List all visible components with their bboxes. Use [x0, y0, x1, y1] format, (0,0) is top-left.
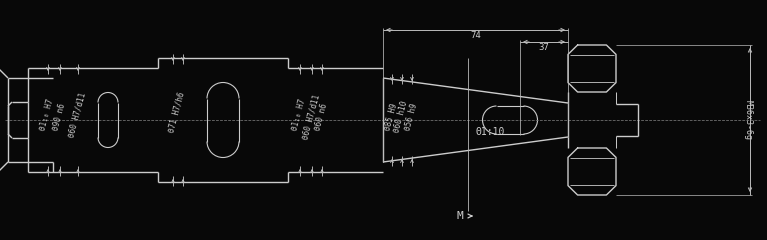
Text: Θ56 h9: Θ56 h9: [403, 102, 419, 132]
Text: Θ1₁₀ H7: Θ1₁₀ H7: [38, 98, 55, 132]
Text: 74: 74: [470, 30, 481, 40]
Text: Θ85 H9: Θ85 H9: [383, 102, 399, 132]
Text: Θ71 H7/h6: Θ71 H7/h6: [166, 91, 186, 133]
Text: Θ60 H7/d11: Θ60 H7/d11: [301, 94, 321, 140]
Text: Θ60 h10: Θ60 h10: [393, 100, 410, 134]
Text: 37: 37: [538, 42, 549, 52]
Text: Θ1:10: Θ1:10: [476, 127, 505, 137]
Text: Θ90 n6: Θ90 n6: [51, 102, 67, 132]
Text: Θ60 n6: Θ60 n6: [313, 102, 329, 132]
Text: M: M: [456, 211, 463, 221]
Text: Θ60 H7/d11: Θ60 H7/d11: [67, 91, 87, 138]
Text: Θ1₁₀ H7: Θ1₁₀ H7: [291, 98, 308, 132]
Text: M36x3-6g: M36x3-6g: [743, 100, 752, 140]
